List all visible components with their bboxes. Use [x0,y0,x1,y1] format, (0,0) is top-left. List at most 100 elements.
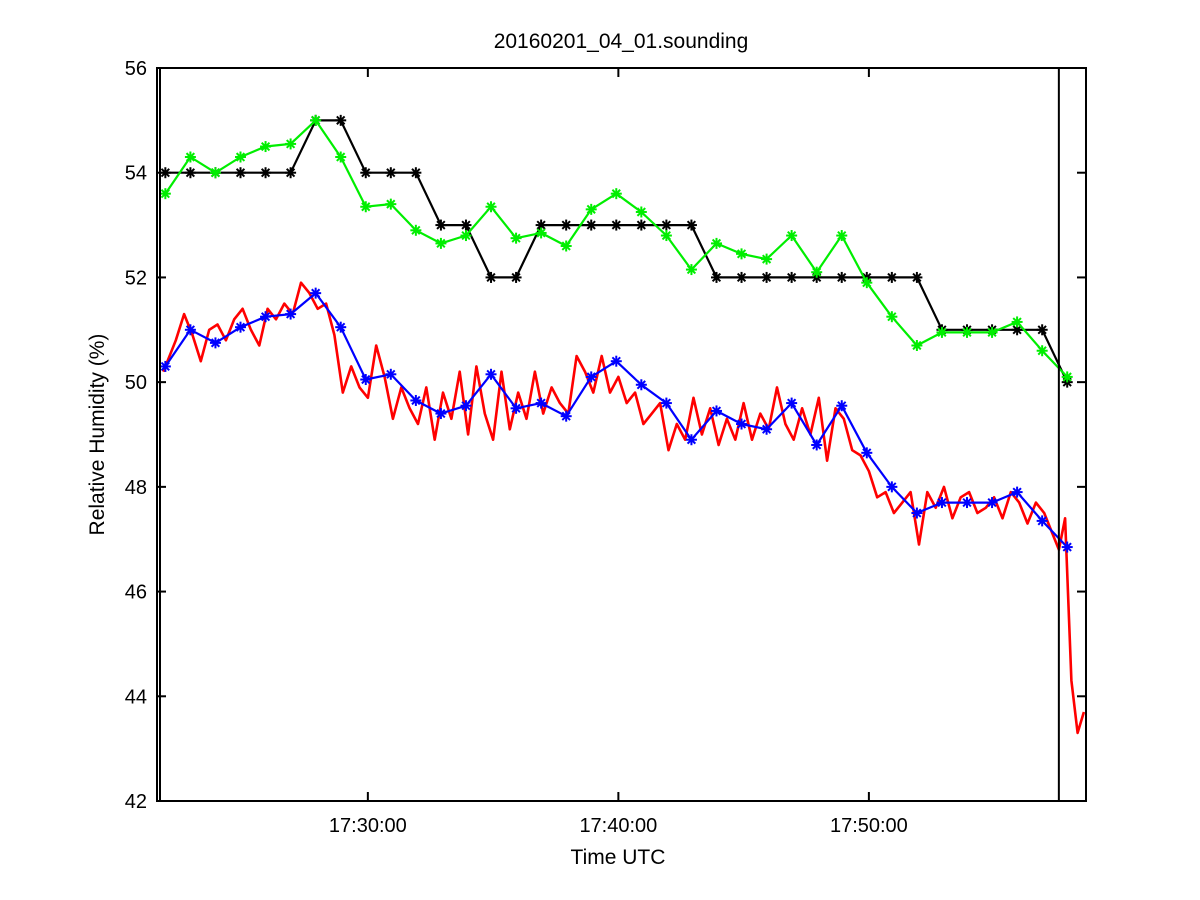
data-point [761,253,773,265]
y-tick-label: 52 [125,267,147,289]
data-point [510,402,522,414]
data-point [736,248,748,260]
data-point [585,371,597,383]
data-point [410,224,422,236]
data-point [285,138,297,150]
data-point [936,326,948,338]
data-point [535,397,547,409]
data-point [560,219,572,231]
data-point [460,219,472,231]
data-point [660,397,672,409]
data-point [911,339,923,351]
y-tick-label: 44 [125,686,147,708]
data-point [360,201,372,213]
data-point [1011,316,1023,328]
data-point [786,271,798,283]
y-tick-label: 48 [125,477,147,499]
data-point [610,355,622,367]
data-point [485,201,497,213]
chart-title: 20160201_04_01.sounding [494,30,749,53]
data-point [1061,371,1073,383]
data-point [710,237,722,249]
data-point [310,287,322,299]
data-point [961,326,973,338]
data-point [660,219,672,231]
data-point [861,447,873,459]
data-point [159,360,171,372]
series-line-3 [162,281,1086,735]
data-point [585,219,597,231]
data-point [360,167,372,179]
data-point [986,497,998,509]
axes-layer: 42 44 46 48 50 52 54 56 17:30:00 17:40:00 17:50:00 [125,58,1087,837]
data-point [535,227,547,239]
y-tick-label: 50 [125,372,147,394]
plot-background [157,68,1086,801]
y-axis-label: Relative Humidity (%) [86,334,109,536]
data-point [485,368,497,380]
data-point [1011,486,1023,498]
data-point [410,167,422,179]
data-point [610,219,622,231]
data-point [761,423,773,435]
data-point [335,321,347,333]
series-layer [159,114,1086,735]
data-point [811,266,823,278]
data-point [911,271,923,283]
data-point [836,271,848,283]
data-point [786,397,798,409]
data-point [235,151,247,163]
data-point [435,408,447,420]
data-point [610,188,622,200]
data-point [710,271,722,283]
data-point [310,114,322,126]
data-point [685,264,697,276]
data-point [335,114,347,126]
data-point [260,167,272,179]
data-point [736,271,748,283]
data-point [260,141,272,153]
data-point [410,394,422,406]
data-point [886,271,898,283]
data-point [635,219,647,231]
x-axis-label: Time UTC [571,846,666,869]
data-point [936,497,948,509]
y-tick-label: 42 [125,791,147,813]
data-point [435,219,447,231]
data-point [836,230,848,242]
axes-box [156,67,1087,802]
data-point [961,497,973,509]
data-point [260,311,272,323]
data-point [235,167,247,179]
x-tick-label: 17:50:00 [830,815,908,837]
data-point [786,230,798,242]
data-point [335,151,347,163]
data-point [235,321,247,333]
data-point [184,151,196,163]
data-point [460,230,472,242]
data-point [209,167,221,179]
data-point [560,240,572,252]
data-point [886,481,898,493]
data-point [510,271,522,283]
data-point [635,379,647,391]
data-point [184,167,196,179]
data-point [761,271,773,283]
data-point [886,311,898,323]
data-point [510,232,522,244]
data-point [435,237,447,249]
data-point [635,206,647,218]
data-point [1036,345,1048,357]
data-point [209,337,221,349]
data-point [360,374,372,386]
y-tick-label: 46 [125,582,147,604]
data-point [811,439,823,451]
data-point [385,368,397,380]
data-point [986,326,998,338]
data-point [285,167,297,179]
data-point [861,277,873,289]
x-tick-label: 17:40:00 [579,815,657,837]
data-point [1036,324,1048,336]
data-point [685,219,697,231]
data-point [1036,515,1048,527]
